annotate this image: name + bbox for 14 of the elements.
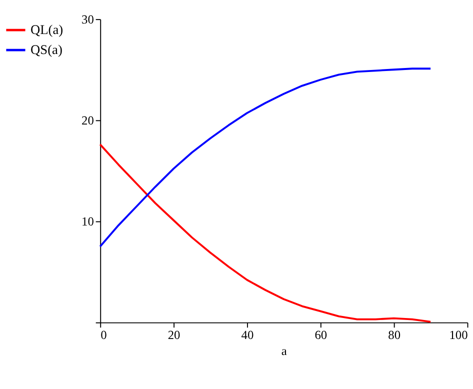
x-tick-label: 100 bbox=[449, 328, 468, 342]
x-tick-label: 20 bbox=[168, 328, 180, 342]
line-series bbox=[99, 68, 432, 248]
y-tick-label: 10 bbox=[82, 214, 94, 229]
x-tick-label: 0 bbox=[100, 328, 107, 342]
x-tick-label: 60 bbox=[314, 328, 328, 342]
x-tick-label: 40 bbox=[241, 328, 254, 342]
x-axis-title: a bbox=[281, 344, 288, 358]
y-tick-label: 30 bbox=[82, 12, 94, 26]
legend-label: QL(a) bbox=[30, 22, 64, 37]
line-series bbox=[99, 143, 432, 323]
legend-label: QS(a) bbox=[30, 42, 62, 57]
y-tick-label: 20 bbox=[82, 113, 94, 128]
x-tick-label: 80 bbox=[388, 328, 401, 342]
